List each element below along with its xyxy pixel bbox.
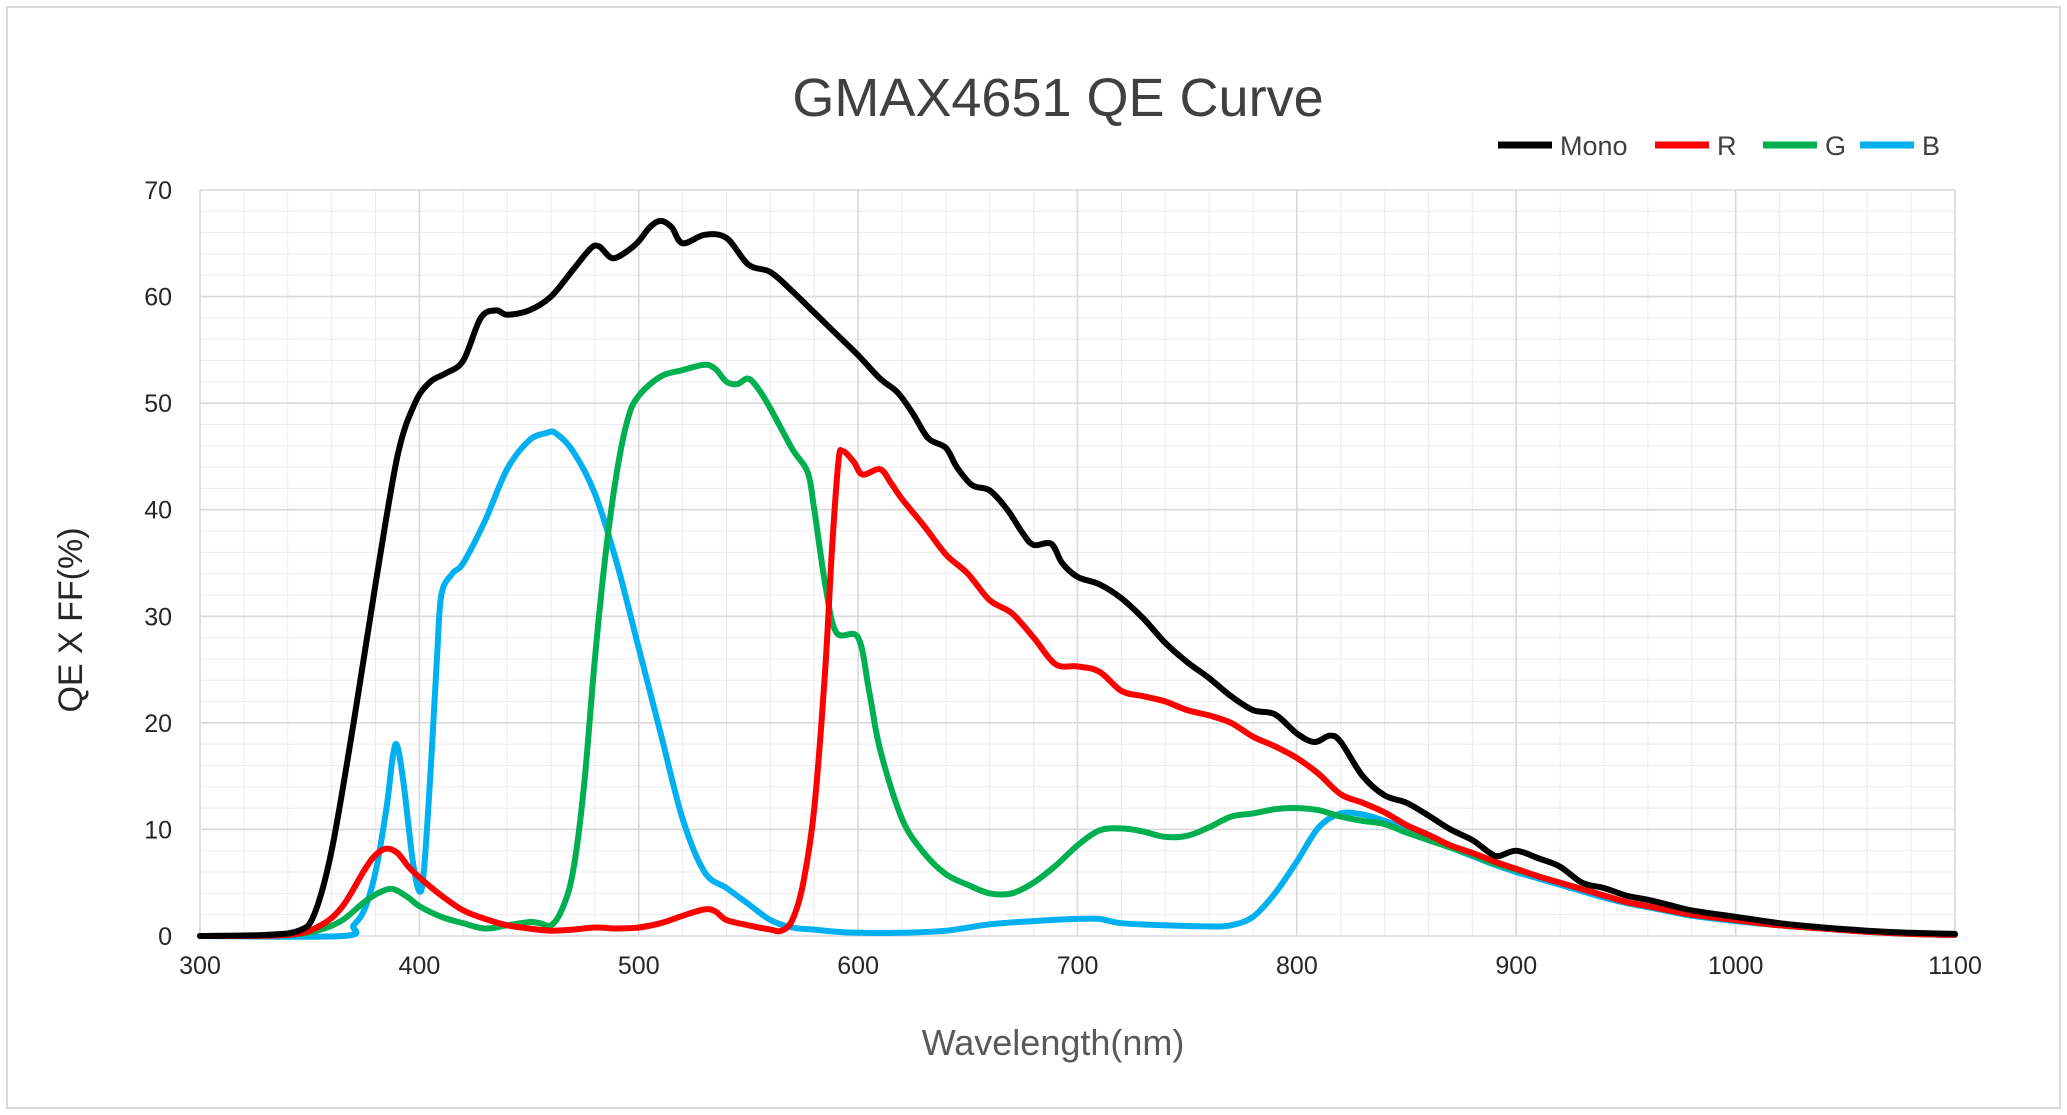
chart-title: GMAX4651 QE Curve xyxy=(792,68,1323,128)
y-tick-label: 40 xyxy=(144,497,172,525)
y-tick-label: 70 xyxy=(144,177,172,205)
legend-label-b: B xyxy=(1922,131,1940,161)
x-tick-label: 800 xyxy=(1276,952,1318,980)
series-lines xyxy=(197,217,1958,940)
legend-label-g: G xyxy=(1825,131,1846,161)
y-tick-label: 60 xyxy=(144,284,172,312)
y-tick-label: 0 xyxy=(158,923,172,951)
legend-label-mono: Mono xyxy=(1560,131,1628,161)
major-grid xyxy=(199,189,1956,937)
x-tick-label: 300 xyxy=(179,952,221,980)
y-tick-labels: 0 10 20 30 40 50 60 70 xyxy=(144,177,172,951)
series-line-mono xyxy=(197,217,1958,939)
y-tick-label: 50 xyxy=(144,390,172,418)
y-tick-label: 30 xyxy=(144,603,172,631)
legend-label-r: R xyxy=(1717,131,1737,161)
x-tick-label: 400 xyxy=(399,952,441,980)
x-tick-label: 500 xyxy=(618,952,660,980)
x-tick-label: 1000 xyxy=(1708,952,1764,980)
series-line-r xyxy=(197,447,1958,940)
y-axis-title: QE X FF(%) xyxy=(52,527,90,712)
x-tick-label: 1100 xyxy=(1928,952,1982,980)
x-tick-label: 700 xyxy=(1057,952,1099,980)
x-axis-title: Wavelength(nm) xyxy=(922,1022,1185,1063)
y-tick-label: 20 xyxy=(144,710,172,738)
x-tick-label: 600 xyxy=(837,952,879,980)
x-tick-labels: 300 400 500 600 700 800 900 1000 1100 xyxy=(179,952,1982,980)
x-tick-label: 900 xyxy=(1495,952,1537,980)
legend: Mono R G B xyxy=(1498,131,1940,161)
y-tick-label: 10 xyxy=(144,816,172,844)
